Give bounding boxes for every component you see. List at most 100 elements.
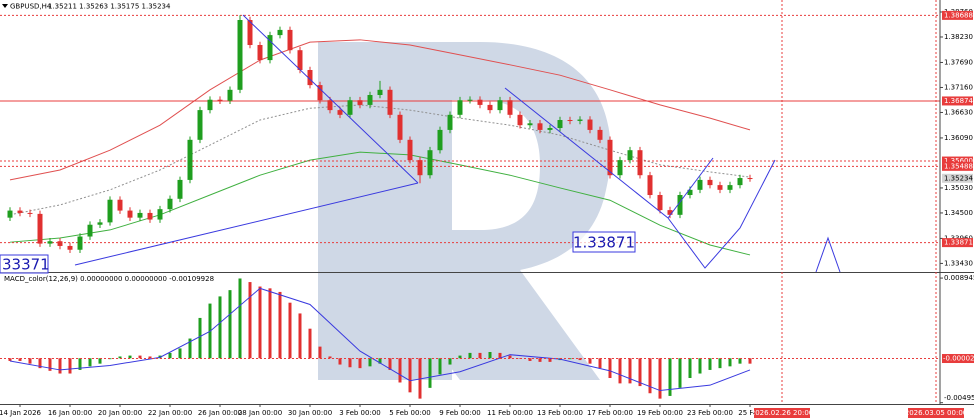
macd-bar	[498, 352, 502, 359]
candle-body	[107, 199, 113, 223]
level-label-bg	[942, 161, 973, 171]
logo-shape	[318, 42, 611, 380]
candle-body	[297, 50, 303, 71]
x-tick-label: 16 Jan 00:00	[48, 409, 92, 417]
macd-bar	[278, 291, 282, 359]
candle-body	[137, 212, 143, 218]
macd-bar	[438, 358, 442, 375]
macd-bar	[28, 358, 32, 364]
quote: 1.35211 1.35263 1.35175 1.35234	[48, 3, 171, 11]
candle-body	[537, 123, 543, 130]
candle-body	[407, 139, 413, 161]
candle-body	[567, 120, 573, 122]
level-label: 1.38688	[944, 11, 973, 19]
macd-bar	[728, 358, 732, 367]
macd-bar	[88, 358, 92, 367]
moving-average	[9, 151, 751, 256]
y-tick-label: 1.37690	[944, 58, 973, 66]
macd-bar	[168, 352, 172, 359]
x-tick-label: 25 Feb	[738, 409, 762, 417]
candle-body	[747, 178, 753, 180]
macd-bar	[348, 358, 352, 368]
macd-bar	[378, 358, 382, 364]
candle-body	[327, 100, 333, 111]
macd-bar	[8, 358, 12, 361]
candle-body	[607, 139, 613, 176]
level-label: 1.35600	[944, 157, 973, 165]
x-tick-label: 19 Feb 00:00	[637, 409, 683, 417]
macd-tick-label: -0.0049545	[944, 394, 974, 402]
macd-bar	[648, 358, 652, 394]
candle-body	[427, 150, 433, 176]
macd-bar	[688, 358, 692, 378]
macd-level-bg	[942, 354, 974, 364]
macd-bar	[698, 358, 702, 374]
macd-bar	[568, 358, 572, 360]
x-tick-label: 9 Feb 00:00	[439, 409, 480, 417]
candle-body	[687, 189, 693, 196]
time-marker-bg	[754, 408, 810, 418]
candle-body	[197, 110, 203, 140]
annotation-box	[0, 254, 49, 274]
annotation: 1.33871	[573, 234, 635, 252]
macd-bar	[748, 358, 752, 364]
macd-level-label: -0.000026	[943, 355, 974, 363]
candle-body	[97, 222, 103, 225]
macd-bar	[428, 358, 432, 388]
candle-body	[267, 35, 273, 61]
candle-body	[147, 212, 153, 220]
moving-average	[9, 39, 751, 181]
macd-bar	[328, 356, 332, 359]
macd-bar	[468, 352, 472, 359]
macd-bar	[68, 358, 72, 374]
x-tick-label: 23 Feb 00:00	[687, 409, 733, 417]
macd-bar	[488, 352, 492, 359]
level-label: 1.35488	[944, 162, 973, 170]
y-tick-label: 1.38230	[944, 33, 973, 41]
plot-area	[0, 14, 940, 256]
macd-bar	[138, 355, 142, 359]
candle-body	[397, 114, 403, 140]
x-tick-label: 14 Jan 2026	[0, 409, 42, 417]
macd-bar	[338, 358, 342, 365]
candle-body	[217, 99, 223, 101]
macd-bar	[118, 356, 122, 359]
macd-bar	[288, 302, 292, 359]
macd-bar	[508, 355, 512, 359]
macd-bar	[548, 358, 552, 362]
x-tick-label: 26 Jan 00:00	[198, 409, 242, 417]
macd-bar	[108, 358, 112, 360]
watermark	[318, 42, 611, 380]
candle-body	[467, 99, 473, 101]
candle-body	[337, 110, 343, 115]
macd-bar	[178, 348, 182, 359]
macd-bar	[218, 296, 222, 359]
macd-tick-label: 0.0089456	[944, 274, 974, 282]
candle-body	[487, 104, 493, 111]
candle-body	[527, 123, 533, 126]
macd-bar	[398, 358, 402, 383]
candle-body	[207, 99, 213, 111]
candle-body	[357, 100, 363, 105]
macd-bar	[578, 358, 582, 361]
candle-body	[667, 210, 673, 215]
macd-bar	[198, 317, 202, 359]
candle-body	[727, 185, 733, 190]
x-tick-label: 17 Feb 00:00	[587, 409, 633, 417]
time-marker-label: 2026.02.26 20:00	[751, 409, 813, 417]
candle-body	[37, 213, 43, 244]
candle-body	[127, 210, 133, 218]
macd-bar	[458, 355, 462, 359]
candle-body	[557, 120, 563, 129]
macd-bar	[678, 358, 682, 388]
candle-body	[597, 129, 603, 140]
candle-body	[117, 199, 123, 211]
candle-body	[247, 20, 253, 46]
candle-body	[587, 119, 593, 130]
macd-bar	[618, 358, 622, 384]
macd-bar	[248, 282, 252, 359]
candle-body	[647, 175, 653, 196]
y-tick-label: 1.37160	[944, 83, 973, 91]
macd-bar	[18, 358, 22, 361]
candle-body	[17, 210, 23, 213]
